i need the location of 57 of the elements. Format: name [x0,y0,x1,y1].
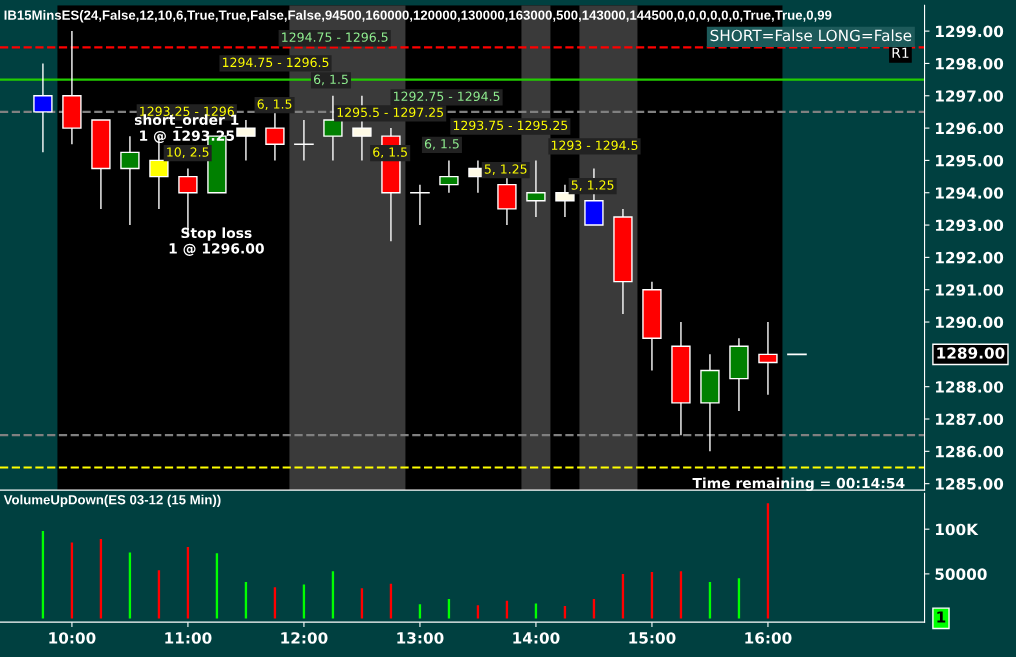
text: 1289.00 [937,347,1005,359]
chart-title: VolumeUpDown(ES 03-12 (15 Min)) [3,494,221,507]
annotation: Stop loss 1 @ 1296.00 [169,227,264,256]
y-tick-label: 1296.00 [936,122,1004,135]
y-tick-label: 1292.00 [936,251,1004,264]
bar [476,605,480,619]
candlestick [410,183,430,226]
bar [418,604,422,619]
y-tick-label: 1297.00 [936,90,1004,102]
annotation: 6, 1.5 [313,74,348,86]
y-tick-label: 1298.00 [936,57,1004,70]
y-tick-label: 1295.00 [936,154,1004,167]
x-tick-label: 12:00 [281,632,328,644]
y-tick-label: 1286.00 [936,445,1004,458]
y-tick-label: 1299.00 [936,25,1004,38]
y-tick-label: 1294.00 [936,187,1004,199]
annotation: 5, 1.25 [484,164,527,176]
annotation: 1292.75 - 1294.5 [393,91,500,102]
annotation: 1293.25 - 1296 [140,106,234,117]
y-tick-label: 1290.00 [936,316,1004,329]
x-tick-label: 11:00 [165,632,212,644]
annotation: 1295.5 - 1297.25 [337,107,444,118]
bar [534,603,538,619]
candlestick [265,111,285,162]
annotation: 1293.75 - 1295.25 [453,120,568,131]
candlestick [758,321,778,396]
x-tick-label: 13:00 [397,632,444,644]
annotation: 6, 1.5 [257,99,292,111]
y-tick-label: 1293.00 [936,219,1004,232]
annotation: Time remaining = 00:14:54 [692,477,905,492]
ref-line-label: R1 [892,47,909,58]
candlestick [294,119,314,162]
y-tick-label: 1285.00 [936,478,1004,490]
x-tick-label: 10:00 [49,632,96,644]
annotation: 6, 1.5 [373,147,407,159]
text: 1 [937,611,946,623]
bar [563,606,567,619]
y-tick-label: 1287.00 [936,413,1004,426]
x-tick-label: 15:00 [629,632,676,644]
x-tick-label: 16:00 [745,632,792,644]
x-tick-label: 14:00 [513,632,560,644]
y-tick-label: 1288.00 [936,381,1004,393]
annotation: 1294.75 - 1296.5 [282,32,388,42]
annotation: SHORT=False LONG=False [710,29,912,42]
annotation: 6, 1.5 [424,139,459,150]
annotation: 1293 - 1294.5 [551,140,638,150]
y-tick-label: 1291.00 [936,284,1004,296]
y-tick-label: 100K [936,523,979,536]
candlestick [526,159,546,218]
annotation: 5, 1.25 [571,180,614,192]
candlestick [33,62,53,154]
candlestick [120,135,140,226]
annotation: 10, 2.5 [167,147,209,159]
candlestick [439,159,459,194]
chart-title: IB15MinsES(24,False,12,10,6,True,True,False,False,94500,160000,120000,130000,163000,500,143000,144500,0,0,0,0,0,0,True,True,0,99 [4,10,832,23]
y-tick-label: 50000 [935,568,987,580]
annotation: 1294.75 - 1296.5 [222,57,329,68]
